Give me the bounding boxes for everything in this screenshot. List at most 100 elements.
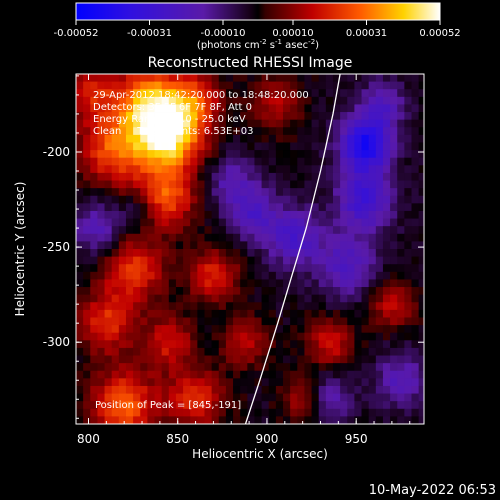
heatmap-cell: [233, 264, 241, 273]
heatmap-cell: [275, 363, 284, 372]
heatmap-cell: [411, 226, 420, 235]
heatmap-cell: [404, 332, 412, 341]
heatmap-cell: [397, 271, 405, 280]
heatmap-cell: [111, 332, 120, 341]
heatmap-cell: [418, 309, 424, 318]
heatmap-cell: [218, 256, 227, 265]
heatmap-cell: [240, 112, 248, 121]
heatmap-cell: [76, 378, 84, 387]
heatmap-cell: [76, 89, 84, 98]
heatmap-cell: [268, 96, 277, 105]
heatmap-cell: [161, 127, 170, 136]
heatmap-cell: [325, 408, 334, 417]
heatmap-cell: [76, 317, 84, 326]
heatmap-cell: [90, 74, 98, 83]
heatmap-cell: [368, 134, 377, 143]
heatmap-cell: [368, 195, 377, 204]
heatmap-cell: [361, 74, 370, 83]
heatmap-cell: [390, 134, 398, 143]
heatmap-cell: [76, 165, 84, 174]
heatmap-cell: [411, 233, 420, 242]
heatmap-cell: [211, 81, 220, 90]
heatmap-cell: [133, 127, 141, 136]
heatmap-cell: [332, 180, 341, 189]
heatmap-cell: [211, 378, 220, 387]
heatmap-cell: [275, 378, 284, 387]
heatmap-cell: [240, 370, 248, 379]
heatmap-cell: [233, 74, 241, 83]
heatmap-cell: [190, 271, 198, 280]
heatmap-cell: [240, 226, 248, 235]
heatmap-cell: [283, 317, 291, 326]
heatmap-cell: [97, 325, 105, 334]
heatmap-cell: [168, 233, 177, 242]
heatmap-cell: [354, 134, 362, 143]
heatmap-cell: [83, 256, 91, 265]
heatmap-cell: [197, 104, 205, 113]
heatmap-cell: [332, 188, 341, 197]
heatmap-cell: [168, 401, 177, 410]
heatmap-cell: [161, 401, 170, 410]
heatmap-cell: [340, 317, 348, 326]
heatmap-cell: [375, 218, 384, 227]
heatmap-cell: [147, 378, 155, 387]
heatmap-cell: [304, 287, 312, 296]
heatmap-cell: [111, 210, 120, 219]
heatmap-cell: [382, 294, 391, 303]
heatmap-cell: [183, 279, 191, 288]
heatmap-cell: [347, 157, 355, 166]
heatmap-cell: [347, 180, 355, 189]
heatmap-cell: [90, 89, 98, 98]
heatmap-cell: [340, 370, 348, 379]
heatmap-cell: [411, 370, 420, 379]
heatmap-cell: [325, 294, 334, 303]
heatmap-cell: [133, 347, 141, 356]
heatmap-cell: [168, 340, 177, 349]
heatmap-cell: [254, 150, 262, 159]
heatmap-cell: [154, 370, 163, 379]
heatmap-cell: [354, 203, 362, 212]
heatmap-cell: [211, 363, 220, 372]
heatmap-cell: [290, 385, 298, 394]
heatmap-cell: [404, 385, 412, 394]
heatmap-cell: [154, 256, 163, 265]
heatmap-cell: [275, 249, 284, 258]
heatmap-cell: [175, 302, 184, 311]
heatmap-cell: [354, 363, 362, 372]
heatmap-cell: [76, 408, 84, 417]
heatmap-cell: [404, 241, 412, 250]
heatmap-cell: [254, 249, 262, 258]
heatmap-cell: [397, 188, 405, 197]
heatmap-cell: [283, 294, 291, 303]
heatmap-cell: [404, 218, 412, 227]
heatmap-cell: [397, 74, 405, 83]
heatmap-cell: [311, 157, 320, 166]
heatmap-cell: [382, 127, 391, 136]
heatmap-cell: [268, 332, 277, 341]
heatmap-cell: [240, 218, 248, 227]
heatmap-cell: [404, 264, 412, 273]
heatmap-cell: [332, 172, 341, 181]
heatmap-cell: [83, 180, 91, 189]
heatmap-cell: [147, 165, 155, 174]
heatmap-cell: [218, 385, 227, 394]
colorbar-tick-label: 0.00031: [346, 28, 387, 39]
heatmap-cell: [183, 264, 191, 273]
heatmap-cell: [218, 317, 227, 326]
heatmap-cell: [247, 332, 255, 341]
heatmap-cell: [375, 264, 384, 273]
heatmap-cell: [397, 325, 405, 334]
heatmap-cell: [340, 195, 348, 204]
heatmap-cell: [140, 249, 148, 258]
heatmap-cell: [104, 302, 113, 311]
heatmap-cell: [154, 355, 163, 364]
heatmap-cell: [418, 347, 424, 356]
heatmap-cell: [382, 180, 391, 189]
heatmap-cell: [125, 294, 134, 303]
heatmap-cell: [318, 104, 327, 113]
heatmap-cell: [297, 256, 305, 265]
heatmap-cell: [318, 332, 327, 341]
heatmap-cell: [390, 287, 398, 296]
heatmap-cell: [325, 142, 334, 151]
heatmap-cell: [268, 378, 277, 387]
